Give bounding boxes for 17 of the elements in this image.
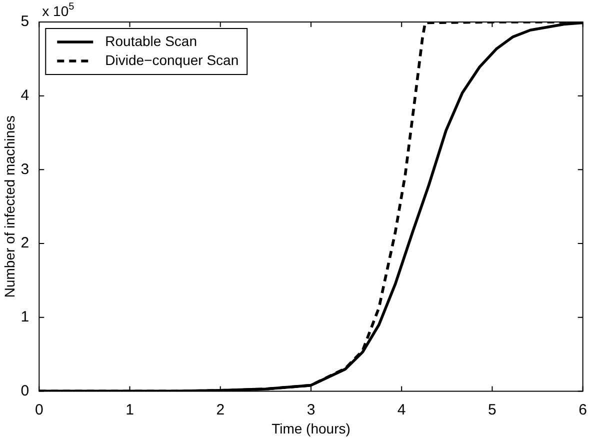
y-tick-label: 5 (20, 13, 30, 30)
x-tick-label: 5 (488, 401, 496, 418)
y-tick-label: 4 (20, 86, 30, 104)
legend-label: Divide−conquer Scan (105, 52, 239, 68)
x-tick-label: 6 (578, 401, 587, 418)
x-tick-label: 2 (216, 401, 225, 418)
x-tick-label: 3 (306, 401, 316, 418)
x-tick-label: 0 (34, 401, 44, 418)
legend-label: Routable Scan (105, 32, 197, 49)
x-axis-title: Time (hours) (272, 420, 350, 436)
y-tick-label: 0 (20, 382, 30, 400)
y-axis-title: Number of infected machines (1, 116, 18, 298)
y-tick-label: 2 (20, 234, 30, 252)
x-tick-label: 1 (126, 401, 134, 418)
y-tick-label: 1 (20, 308, 30, 326)
y-tick-label: 3 (20, 160, 30, 178)
x-tick-label: 4 (397, 401, 406, 418)
